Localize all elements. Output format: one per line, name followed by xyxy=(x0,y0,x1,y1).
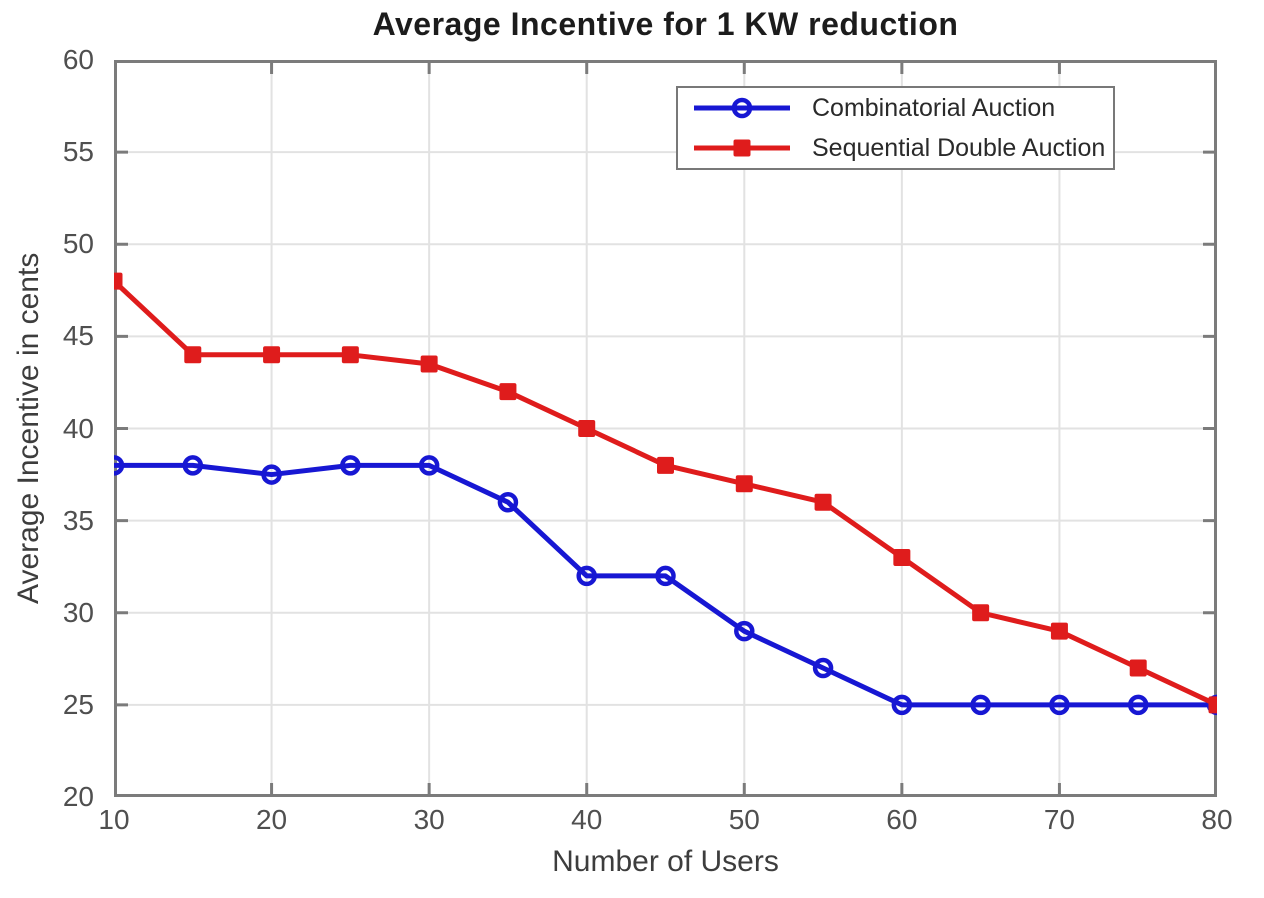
y-tick-label: 40 xyxy=(62,412,94,444)
y-tick-label: 55 xyxy=(62,136,94,168)
data-point-circle xyxy=(418,455,440,476)
chart-title: Average Incentive for 1 KW reduction xyxy=(372,6,959,42)
x-tick-label: 80 xyxy=(1201,804,1233,835)
x-tick-label: 10 xyxy=(98,804,130,835)
data-point-circle xyxy=(182,455,204,476)
data-point-circle xyxy=(497,491,519,513)
y-tick-label: 35 xyxy=(62,504,94,536)
series-line-combinatorial xyxy=(114,462,1217,708)
data-point-square xyxy=(893,548,911,566)
legend-sample-combinatorial xyxy=(694,97,790,119)
y-tick-label: 50 xyxy=(62,228,94,260)
data-point-circle xyxy=(970,694,991,716)
data-point-circle xyxy=(340,455,361,476)
open-circle-marker-icon xyxy=(731,97,753,119)
legend: Combinatorial Auction Sequential Double A… xyxy=(676,86,1115,170)
data-point-square xyxy=(735,475,753,493)
y-tick-label: 60 xyxy=(62,44,94,75)
y-tick-label: 30 xyxy=(62,596,94,628)
x-axis-label: Number of Users xyxy=(552,845,779,878)
data-point-square xyxy=(341,346,359,364)
legend-entry: Combinatorial Auction xyxy=(678,89,1113,127)
data-point-circle xyxy=(576,565,597,587)
data-point-circle xyxy=(1049,694,1070,716)
data-point-square xyxy=(1129,659,1147,677)
data-point-square xyxy=(814,493,832,511)
legend-label: Sequential Double Auction xyxy=(812,133,1106,162)
data-point-circle xyxy=(261,464,282,485)
axes-box xyxy=(114,60,1217,797)
legend-sample-sequential xyxy=(694,139,790,157)
series-line-sequential xyxy=(114,278,1217,708)
data-point-square xyxy=(972,604,990,622)
plot-canvas xyxy=(114,60,1217,797)
data-point-square xyxy=(184,346,202,364)
y-tick-label: 20 xyxy=(62,781,94,812)
legend-entry: Sequential Double Auction xyxy=(678,129,1113,167)
x-tick-label: 50 xyxy=(728,804,760,835)
data-point-circle xyxy=(891,694,913,716)
x-tick-label: 30 xyxy=(413,804,445,835)
filled-square-marker-icon xyxy=(733,139,751,157)
plot-area: Combinatorial Auction Sequential Double A… xyxy=(114,60,1217,797)
data-point-square xyxy=(657,456,674,474)
legend-label: Combinatorial Auction xyxy=(812,93,1056,122)
data-point-square xyxy=(1208,696,1217,714)
data-point-square xyxy=(499,383,517,401)
data-point-square xyxy=(420,355,438,373)
data-point-square xyxy=(578,420,596,437)
y-tick-label: 45 xyxy=(62,320,94,352)
data-point-circle xyxy=(114,455,125,476)
x-tick-label: 60 xyxy=(886,804,918,835)
data-point-square xyxy=(114,272,123,290)
x-tick-label: 40 xyxy=(571,804,603,835)
data-point-circle xyxy=(1127,694,1149,716)
data-point-circle xyxy=(812,657,834,679)
data-point-square xyxy=(1050,622,1068,640)
x-tick-label: 20 xyxy=(255,804,288,835)
data-point-circle xyxy=(655,565,676,587)
data-point-square xyxy=(263,346,281,364)
data-point-circle xyxy=(734,620,755,642)
y-tick-label: 25 xyxy=(62,688,94,720)
x-tick-label: 70 xyxy=(1043,804,1075,835)
